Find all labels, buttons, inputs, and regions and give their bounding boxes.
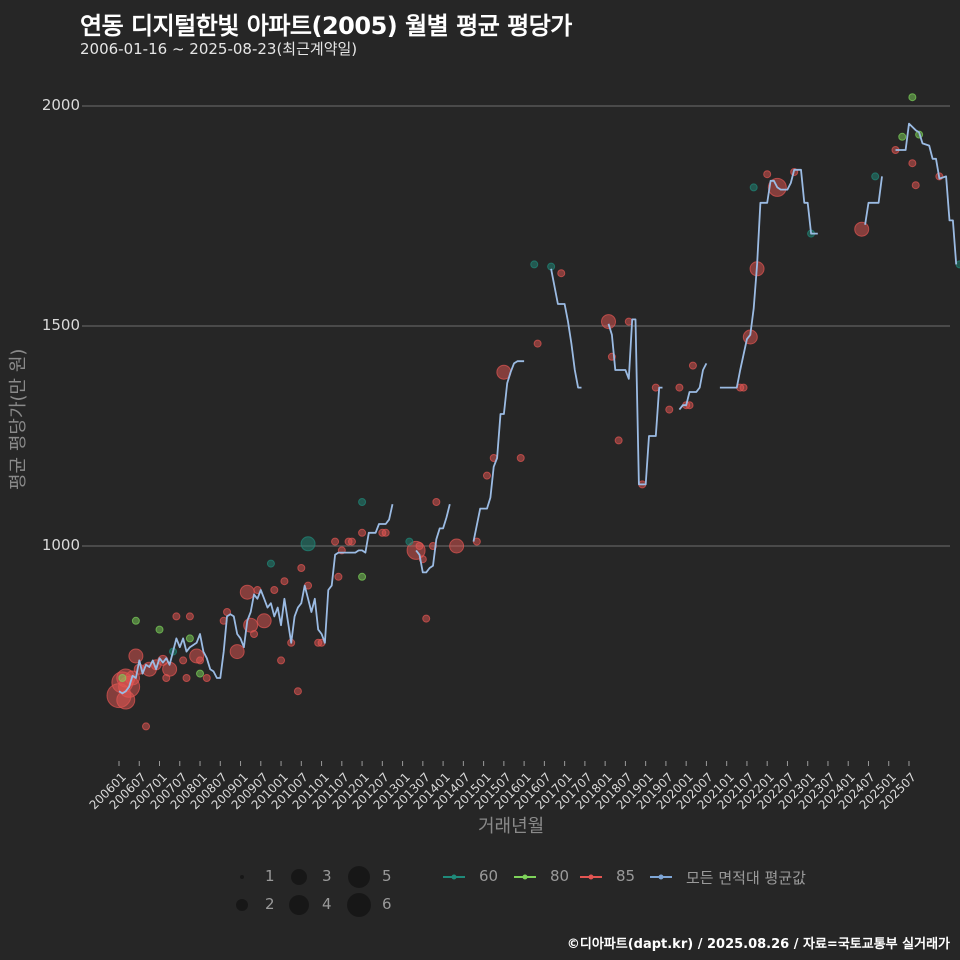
data-point-85 xyxy=(172,612,181,621)
data-point-85 xyxy=(432,498,441,506)
series-legend-label: 85 xyxy=(616,867,636,885)
data-point-85 xyxy=(256,613,272,629)
data-point-85 xyxy=(908,159,917,168)
data-point-85 xyxy=(334,572,343,581)
source-caption: ©디아파트(dapt.kr) / 2025.08.26 / 자료=국토교통부 실… xyxy=(566,937,950,952)
average-price-line xyxy=(864,176,883,225)
y-axis-title: 평균 평당가(만 원) xyxy=(8,348,29,490)
series-legend-dot xyxy=(658,874,664,880)
data-point-85 xyxy=(142,722,151,731)
data-point-85 xyxy=(280,577,289,586)
data-point-85 xyxy=(277,656,286,665)
data-point-85 xyxy=(185,612,194,621)
data-point-85 xyxy=(533,339,542,348)
average-price-line xyxy=(472,360,525,542)
data-point-85 xyxy=(179,656,188,665)
data-point-85 xyxy=(415,542,424,550)
data-point-60 xyxy=(871,172,880,181)
series-legend-dot xyxy=(522,874,528,880)
data-point-85 xyxy=(688,361,697,370)
series-legend-dot xyxy=(588,874,594,880)
data-point-85 xyxy=(482,471,491,480)
data-point-85 xyxy=(854,221,870,237)
series-legend-label: 80 xyxy=(550,867,570,885)
data-point-80 xyxy=(908,93,917,102)
y-tick-label: 1000 xyxy=(41,536,80,554)
data-point-80 xyxy=(118,674,127,682)
size-legend-circle xyxy=(347,893,371,917)
average-price-line xyxy=(607,318,663,486)
chart-title: 연동 디지털한빛 아파트(2005) 월별 평균 평당가 xyxy=(80,12,572,40)
data-point-60 xyxy=(358,498,367,506)
data-point-85 xyxy=(128,648,144,664)
data-point-85 xyxy=(675,383,684,392)
data-point-85 xyxy=(293,687,302,696)
data-point-85 xyxy=(347,537,356,546)
series-legend-label: 모든 면적대 평균값 xyxy=(686,869,806,887)
size-legend-circle xyxy=(236,899,248,911)
data-point-85 xyxy=(557,269,566,278)
data-point-85 xyxy=(911,181,920,190)
average-price-line xyxy=(550,268,582,389)
data-point-60 xyxy=(405,537,414,546)
data-point-85 xyxy=(229,644,245,660)
data-point-85 xyxy=(614,436,623,445)
data-point-85 xyxy=(202,674,211,682)
data-point-60 xyxy=(300,536,316,552)
data-point-80 xyxy=(196,669,205,678)
size-legend-circle xyxy=(291,869,307,885)
data-point-85 xyxy=(601,314,617,330)
chart-subtitle: 2006-01-16 ~ 2025-08-23(최근계약일) xyxy=(80,40,358,58)
data-point-85 xyxy=(449,538,465,554)
size-legend-label: 6 xyxy=(382,895,392,913)
size-legend-label: 5 xyxy=(382,867,392,885)
size-legend-circle xyxy=(289,895,309,915)
data-point-85 xyxy=(763,170,772,179)
average-price-line xyxy=(719,168,818,389)
data-point-80 xyxy=(131,616,140,625)
size-legend-circle xyxy=(348,866,370,888)
data-point-85 xyxy=(422,614,431,623)
data-point-85 xyxy=(270,586,279,594)
data-point-80 xyxy=(185,634,194,643)
data-point-60 xyxy=(266,559,275,568)
average-price-line xyxy=(415,503,451,574)
size-legend-label: 4 xyxy=(322,895,332,913)
size-legend-label: 1 xyxy=(265,867,275,885)
series-legend-label: 60 xyxy=(479,867,499,885)
series-legend-dot xyxy=(451,874,457,880)
data-point-85 xyxy=(381,528,390,537)
data-point-85 xyxy=(665,405,674,414)
x-axis-title: 거래년월 xyxy=(478,816,545,837)
size-legend-label: 3 xyxy=(322,867,332,885)
data-point-85 xyxy=(297,564,306,572)
data-point-85 xyxy=(472,537,481,546)
y-tick-label: 1500 xyxy=(41,316,80,334)
data-point-85 xyxy=(331,537,340,546)
data-point-85 xyxy=(182,674,191,682)
average-price-line xyxy=(678,362,708,411)
average-price-line xyxy=(118,504,394,695)
size-legend-label: 2 xyxy=(265,895,275,913)
data-point-80 xyxy=(358,572,367,581)
data-point-60 xyxy=(749,183,758,192)
data-point-85 xyxy=(516,454,525,462)
y-tick-label: 2000 xyxy=(41,96,80,114)
data-point-60 xyxy=(530,260,539,269)
data-point-85 xyxy=(250,630,259,638)
data-point-80 xyxy=(155,625,164,634)
size-legend-circle xyxy=(240,875,244,879)
average-price-line xyxy=(895,122,958,265)
data-point-80 xyxy=(898,132,907,141)
data-point-85 xyxy=(239,584,255,600)
data-point-85 xyxy=(196,656,205,665)
data-point-85 xyxy=(739,383,748,392)
data-point-85 xyxy=(358,528,367,537)
